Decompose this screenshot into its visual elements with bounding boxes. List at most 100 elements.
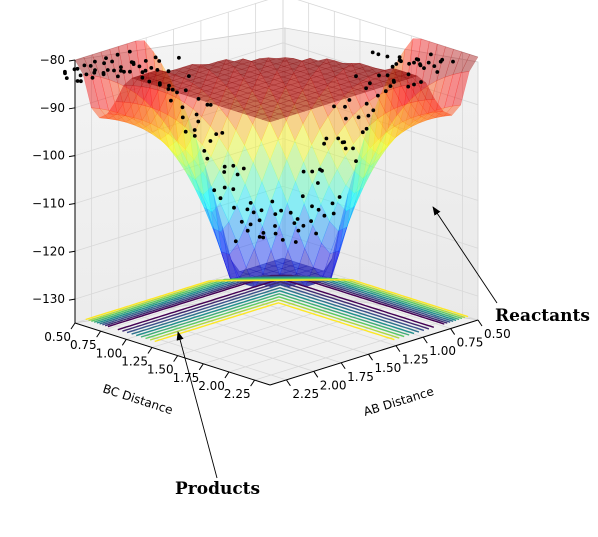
trajectory-point [205, 156, 210, 161]
trajectory-point [222, 170, 227, 174]
trajectory-point [231, 163, 236, 168]
trajectory-point [245, 228, 250, 233]
trajectory-point [180, 115, 185, 120]
trajectory-point [259, 208, 264, 213]
trajectory-point [344, 116, 348, 121]
x-tick-label: 1.00 [429, 344, 456, 358]
trajectory-point [394, 62, 399, 66]
trajectory-point [376, 93, 380, 98]
y-axis-title: BC Distance [101, 382, 174, 418]
trajectory-point [143, 59, 148, 63]
trajectory-point [347, 98, 352, 102]
products-label: Products [175, 479, 260, 499]
trajectory-point [82, 63, 87, 68]
reactants-label: Reactants [495, 306, 590, 326]
trajectory-point [418, 63, 423, 68]
floor-contours [85, 274, 469, 343]
trajectory-point [292, 221, 297, 226]
trajectory-point [183, 129, 188, 134]
x-axis-line [269, 319, 479, 386]
trajectory-point [364, 126, 369, 131]
trajectory-point [119, 65, 123, 69]
trajectory-point [390, 64, 395, 69]
x-axis-title: AB Distance [362, 384, 436, 419]
trajectory-point [364, 86, 368, 91]
trajectory-point [231, 187, 236, 192]
trajectory-point [356, 115, 361, 120]
trajectory-point [127, 49, 132, 54]
trajectory-point [377, 73, 381, 78]
trajectory-point [147, 79, 152, 84]
trajectory-point [407, 61, 411, 66]
x-tick-label: 0.50 [484, 327, 511, 341]
trajectory-point [406, 72, 411, 77]
trajectory-point [233, 239, 238, 244]
trajectory-point [140, 70, 145, 75]
trajectory-point [257, 218, 262, 223]
trajectory-point [105, 68, 110, 72]
trajectory-point [104, 56, 108, 60]
trajectory-point [187, 74, 191, 78]
trajectory-point [157, 81, 162, 85]
trajectory-point [332, 104, 336, 109]
trajectory-point [169, 98, 173, 103]
trajectory-point [320, 168, 324, 173]
trajectory-point [79, 79, 83, 84]
trajectory-point [316, 181, 320, 185]
trajectory-point [273, 224, 277, 228]
trajectory-point [371, 108, 376, 113]
trajectory-point [376, 52, 381, 57]
x-tick-label: 2.00 [320, 378, 347, 392]
trajectory-point [288, 210, 293, 215]
trajectory-point [370, 50, 375, 55]
trajectory-point [322, 213, 327, 218]
y-axis-line [74, 322, 271, 386]
trajectory-point [208, 139, 213, 143]
trajectory-point [360, 130, 365, 135]
trajectory-point [314, 231, 318, 236]
trajectory-point [157, 59, 162, 63]
trajectory-point [416, 57, 421, 62]
trajectory-point [451, 59, 455, 64]
trajectory-point [239, 219, 244, 224]
z-tick-label: −90 [40, 101, 65, 115]
trajectory-point [75, 66, 80, 71]
z-tick-label: −110 [32, 196, 65, 210]
trajectory-point [399, 59, 403, 64]
trajectory-point [222, 185, 227, 190]
trajectory-point [310, 169, 315, 174]
trajectory-point [301, 169, 306, 174]
trajectory-point [183, 88, 188, 93]
trajectory-point [301, 223, 306, 228]
trajectory-point [412, 60, 416, 65]
trajectory-point [337, 195, 342, 199]
trajectory-point [383, 89, 388, 94]
trajectory-point [208, 103, 213, 107]
trajectory-point [235, 172, 240, 177]
z-tick-label: −120 [32, 244, 65, 258]
trajectory-point [205, 102, 210, 107]
y-tick-label: 2.25 [224, 387, 251, 401]
trajectory-point [64, 76, 69, 80]
trajectory-point [241, 166, 246, 171]
trajectory-point [112, 68, 116, 73]
trajectory-point [194, 112, 199, 117]
trajectory-point [84, 72, 89, 77]
y-tick-label: 2.00 [198, 379, 225, 393]
trajectory-point [63, 69, 67, 74]
z-tick-label: −80 [40, 53, 65, 67]
trajectory-point [75, 79, 80, 83]
trajectory-point [257, 235, 262, 239]
trajectory-point [397, 55, 402, 60]
z-tick-label: −100 [32, 149, 65, 163]
trajectory-point [143, 68, 148, 73]
trajectory-point [110, 59, 114, 64]
trajectory-point [175, 90, 179, 95]
trajectory-point [192, 134, 197, 138]
y-tick-label: 1.00 [96, 346, 123, 360]
trajectory-point [330, 201, 335, 206]
trajectory-point [273, 212, 278, 217]
reactants-arrow [432, 206, 498, 304]
trajectory-point [119, 68, 123, 73]
